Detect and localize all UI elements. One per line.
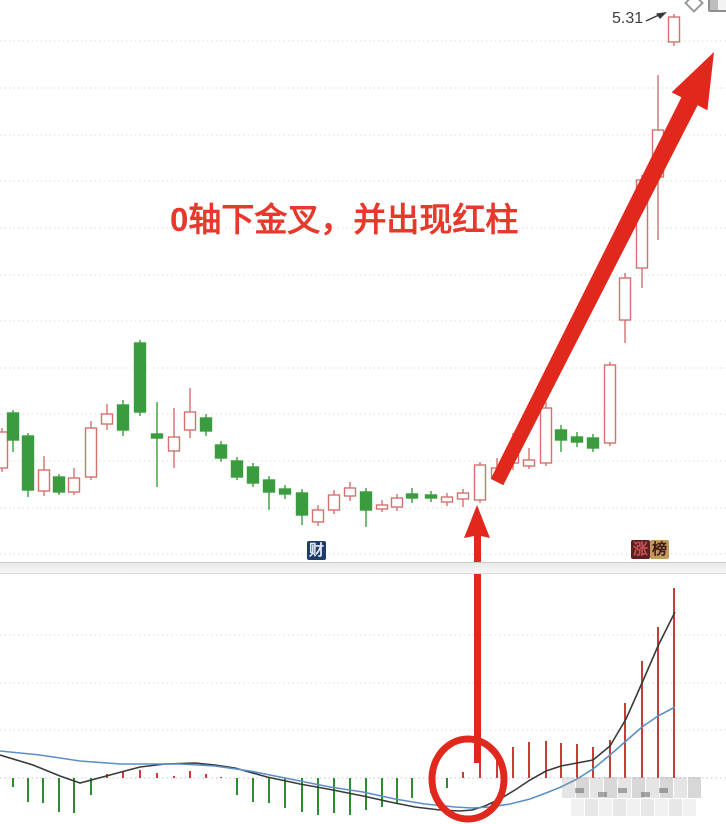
window-panel-icon-fill bbox=[710, 0, 718, 10]
price-label: 5.31 bbox=[612, 10, 644, 27]
badge-zhang[interactable]: 涨 bbox=[631, 540, 650, 559]
badge-cai[interactable]: 财 bbox=[307, 541, 326, 560]
annotation-text: 0轴下金叉，并出现红柱 bbox=[170, 201, 519, 238]
badge-bang[interactable]: 榜 bbox=[650, 540, 669, 559]
price-pointer-arrowhead bbox=[656, 12, 667, 19]
watermark-mosaic bbox=[562, 777, 701, 816]
macd-lines bbox=[0, 611, 676, 812]
candles bbox=[0, 14, 681, 527]
macd-gridlines bbox=[0, 634, 726, 779]
panel-divider bbox=[0, 562, 726, 574]
window-panel-icon[interactable] bbox=[708, 0, 726, 12]
big-up-arrow bbox=[490, 52, 714, 486]
candle-gridlines bbox=[0, 40, 726, 555]
highlight-circle bbox=[428, 735, 508, 823]
vertical-up-arrow bbox=[464, 505, 490, 763]
